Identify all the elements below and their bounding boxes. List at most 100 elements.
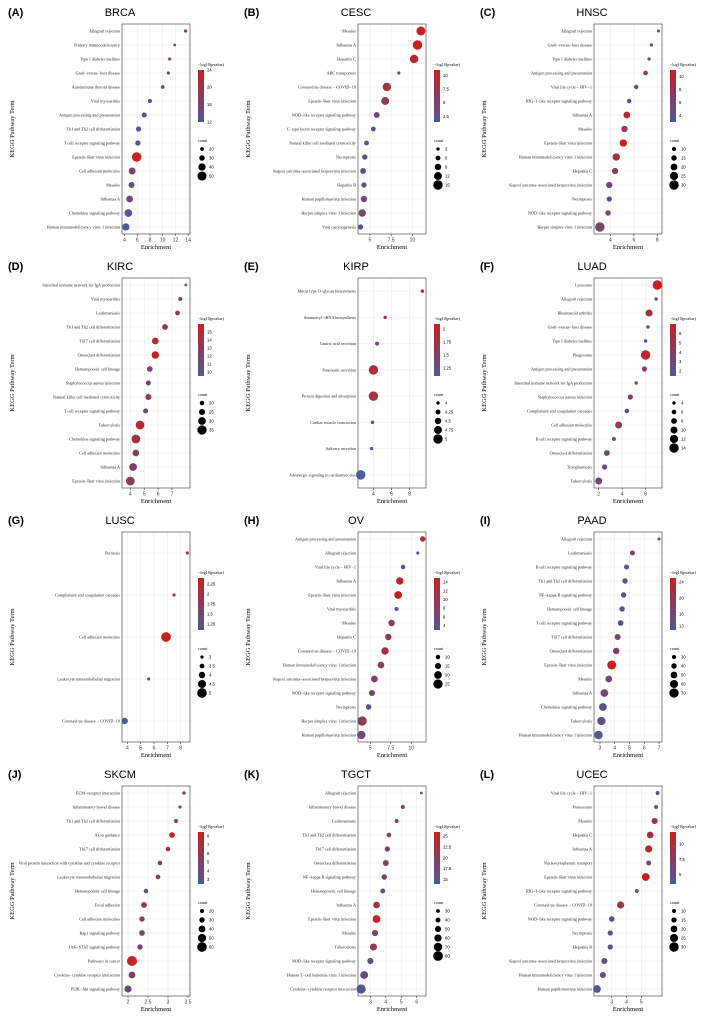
color-legend-label: 12 bbox=[207, 119, 212, 124]
term-label: Lysosome bbox=[575, 282, 592, 287]
term-label: Salivary secretion bbox=[326, 446, 357, 451]
term-label: ECM−receptor interaction bbox=[76, 790, 121, 795]
color-legend-label: 4 bbox=[679, 113, 682, 118]
y-axis-title: KEGG Pathway Term bbox=[9, 608, 16, 665]
panel-title: TGCT bbox=[341, 769, 371, 781]
term-label: Human T−cell leukemia virus 1 infection bbox=[287, 972, 357, 977]
x-axis-title: Enrichment bbox=[377, 752, 408, 759]
color-legend-label: 14 bbox=[443, 580, 448, 585]
data-point bbox=[128, 167, 136, 175]
size-legend-dot bbox=[200, 909, 204, 913]
panel-title: KIRP bbox=[343, 261, 369, 273]
term-label: Human immunodeficiency virus 1 infection bbox=[519, 154, 593, 159]
size-legend-label: 50 bbox=[681, 672, 686, 677]
data-point bbox=[599, 971, 606, 979]
term-label: Th17 cell differentiation bbox=[79, 846, 121, 851]
term-label: Viral myocarditis bbox=[91, 296, 121, 301]
panel-letter: (L) bbox=[480, 769, 494, 781]
data-point bbox=[400, 805, 405, 809]
color-legend-label: 7 bbox=[207, 842, 210, 847]
data-point bbox=[622, 578, 628, 584]
term-label: Allograft rejection bbox=[89, 28, 121, 33]
size-legend-label: 20 bbox=[209, 400, 214, 405]
panel-letter: (C) bbox=[480, 7, 496, 19]
color-legend-label: 2 bbox=[443, 327, 446, 332]
x-tick-label: 5 bbox=[628, 746, 631, 752]
data-point bbox=[174, 819, 178, 823]
size-legend-label: 70 bbox=[445, 944, 450, 949]
plot-frame bbox=[121, 531, 191, 743]
data-point bbox=[654, 805, 659, 809]
color-legend-label: 13 bbox=[207, 345, 212, 350]
data-point bbox=[646, 325, 650, 329]
data-point bbox=[141, 902, 147, 908]
plot-frame bbox=[121, 785, 191, 997]
x-tick-label: 3 bbox=[369, 1000, 372, 1006]
term-label: Allograft rejection bbox=[325, 550, 357, 555]
term-label: Osteoclast differentiation bbox=[550, 648, 593, 653]
size-legend-label: 30 bbox=[681, 182, 686, 187]
color-legend-bar bbox=[198, 832, 204, 884]
x-tick-label: 4 bbox=[621, 492, 624, 498]
data-point bbox=[184, 283, 188, 287]
color-legend-label: 20 bbox=[207, 85, 212, 90]
color-legend-label: 10 bbox=[679, 842, 684, 847]
color-legend-label: 7.5 bbox=[679, 857, 685, 862]
size-legend-label: 8 bbox=[681, 418, 684, 423]
term-label: Nucleocytoplasmic transport bbox=[544, 860, 593, 865]
term-label: Influenza A bbox=[100, 464, 120, 469]
data-point bbox=[617, 620, 624, 626]
color-legend-bar bbox=[670, 324, 676, 376]
size-legend-label: 15 bbox=[681, 917, 686, 922]
x-tick-label: 4 bbox=[129, 492, 132, 498]
term-label: Chemokine signaling pathway bbox=[541, 704, 593, 709]
size-legend-label: 6 bbox=[445, 155, 448, 160]
size-legend-label: 25 bbox=[681, 173, 686, 178]
data-point bbox=[394, 819, 399, 823]
term-label: Graft−versus−host disease bbox=[76, 70, 121, 75]
data-point bbox=[157, 860, 163, 866]
size-legend-label: 15 bbox=[445, 182, 450, 187]
size-legend-title: count bbox=[434, 900, 444, 905]
panel-lusc: (G) LUSC KEGG Pathway Term Pertussis Complem… bbox=[8, 515, 224, 759]
data-point bbox=[614, 634, 621, 640]
term-label: Viral life cycle − HIV−1 bbox=[551, 790, 592, 795]
panel-title: OV bbox=[348, 515, 365, 527]
term-label: B cell receptor signaling pathway bbox=[536, 436, 593, 441]
term-label: Cell adhesion molecules bbox=[79, 450, 120, 455]
term-label: Necroptosis bbox=[572, 930, 592, 935]
data-point bbox=[619, 606, 625, 612]
data-point bbox=[641, 366, 648, 372]
term-label: NOD−like receptor signaling pathway bbox=[292, 690, 357, 695]
term-label: Tuberculosis bbox=[571, 718, 593, 723]
size-legend-label: 4.25 bbox=[445, 409, 454, 414]
data-point bbox=[394, 606, 399, 612]
color-legend-label: 24 bbox=[207, 67, 212, 72]
term-label: NOD−like receptor signaling pathway bbox=[528, 916, 593, 921]
term-label: Influenza A bbox=[572, 112, 592, 117]
term-label: Kaposi sarcoma−associated herpesvirus in… bbox=[509, 182, 593, 187]
term-label: Epstein−Barr virus infection bbox=[308, 592, 357, 597]
term-label: T cell receptor signaling pathway bbox=[64, 408, 121, 413]
x-axis-title: Enrichment bbox=[377, 1006, 408, 1013]
size-legend-label: 70 bbox=[681, 690, 686, 695]
x-tick-label: 4 bbox=[384, 1000, 387, 1006]
x-tick-label: 5 bbox=[143, 492, 146, 498]
y-axis-title: KEGG Pathway Term bbox=[245, 608, 252, 665]
size-legend-dot bbox=[671, 155, 677, 161]
size-legend-dot bbox=[433, 679, 443, 689]
data-point bbox=[131, 152, 142, 162]
plot-frame bbox=[593, 23, 663, 235]
data-point bbox=[656, 29, 661, 33]
term-label: Measles bbox=[342, 28, 356, 33]
term-label: Cell adhesion molecules bbox=[551, 422, 592, 427]
data-point bbox=[601, 464, 608, 470]
x-tick-label: 2 bbox=[597, 492, 600, 498]
size-legend-dot bbox=[198, 408, 206, 416]
color-legend-label: 5 bbox=[679, 340, 682, 345]
panel-letter: (I) bbox=[480, 515, 491, 527]
data-point bbox=[381, 647, 389, 655]
x-tick-label: 5 bbox=[400, 1000, 403, 1006]
color-legend-title: −log10(pvalue) bbox=[198, 62, 224, 67]
panel-letter: (H) bbox=[244, 515, 260, 527]
